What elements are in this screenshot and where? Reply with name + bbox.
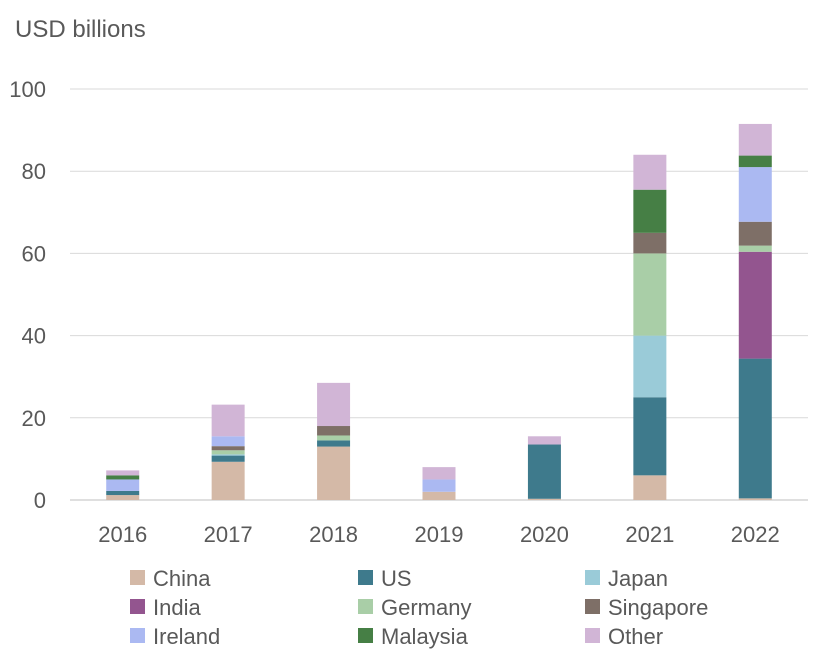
bar-segment-other-2022: [738, 123, 772, 156]
bar-segment-other-2017: [211, 404, 245, 437]
x-tick-label: 2016: [98, 522, 147, 547]
legend-swatch-malaysia: [358, 628, 373, 643]
bar-segment-other-2019: [422, 467, 456, 480]
x-tick-label: 2017: [204, 522, 253, 547]
bars: [106, 123, 772, 500]
legend-label-china: China: [153, 566, 211, 591]
bar-segment-china-2018: [317, 446, 351, 500]
gridlines: [70, 88, 808, 501]
y-tick-label: 60: [22, 241, 46, 266]
bar-segment-us-2018: [317, 440, 351, 447]
bar-segment-other-2020: [527, 436, 561, 445]
y-axis-ticks: 0 20 40 60 80 100: [9, 77, 46, 513]
y-tick-label: 20: [22, 406, 46, 431]
legend-swatch-other: [585, 628, 600, 643]
bar-segment-malaysia-2016: [106, 475, 140, 480]
bar-segment-germany-2018: [317, 435, 351, 441]
bar-segment-us-2020: [527, 444, 561, 499]
x-axis-ticks: 2016 2017 2018 2019 2020 2021 2022: [98, 522, 780, 547]
legend-swatch-japan: [585, 570, 600, 585]
y-axis-label: USD billions: [15, 16, 146, 43]
legend-swatch-us: [358, 570, 373, 585]
legend-swatch-germany: [358, 599, 373, 614]
legend-swatch-ireland: [130, 628, 145, 643]
bar-segment-china-2021: [633, 475, 667, 500]
legend: China US Japan India Germany Singapore Ireland…: [130, 566, 708, 649]
y-tick-label: 80: [22, 159, 46, 184]
bar-segment-china-2017: [211, 461, 245, 500]
legend-label-malaysia: Malaysia: [381, 624, 469, 649]
legend-swatch-singapore: [585, 599, 600, 614]
legend-label-singapore: Singapore: [608, 595, 708, 620]
bar-segment-china-2016: [106, 495, 140, 500]
bar-segment-singapore-2021: [633, 232, 667, 254]
x-tick-label: 2021: [625, 522, 674, 547]
bar-segment-china-2022: [738, 498, 772, 500]
bar-segment-ireland-2017: [211, 436, 245, 447]
legend-label-japan: Japan: [608, 566, 668, 591]
bar-segment-us-2017: [211, 455, 245, 462]
x-tick-label: 2018: [309, 522, 358, 547]
bar-segment-germany-2017: [211, 450, 245, 455]
bar-segment-other-2016: [106, 470, 140, 476]
bar-segment-china-2019: [422, 491, 456, 500]
bar-segment-japan-2021: [633, 335, 667, 398]
legend-label-other: Other: [608, 624, 663, 649]
x-tick-label: 2020: [520, 522, 569, 547]
bar-segment-singapore-2017: [211, 446, 245, 451]
bar-segment-singapore-2018: [317, 426, 351, 436]
bar-segment-ireland-2019: [422, 479, 456, 492]
legend-label-germany: Germany: [381, 595, 471, 620]
bar-segment-germany-2022: [738, 245, 772, 252]
bar-segment-other-2021: [633, 154, 667, 190]
y-tick-label: 0: [34, 488, 46, 513]
bar-segment-india-2022: [738, 251, 772, 359]
bar-segment-us-2016: [106, 490, 140, 496]
bar-segment-ireland-2022: [738, 167, 772, 222]
bar-segment-ireland-2016: [106, 479, 140, 491]
bar-segment-malaysia-2022: [738, 155, 772, 168]
y-tick-label: 40: [22, 324, 46, 349]
legend-swatch-china: [130, 570, 145, 585]
bar-segment-other-2018: [317, 382, 351, 427]
bar-segment-germany-2021: [633, 253, 667, 336]
bar-segment-us-2021: [633, 397, 667, 476]
bar-segment-china-2020: [527, 498, 561, 500]
legend-swatch-india: [130, 599, 145, 614]
y-tick-label: 100: [9, 77, 46, 102]
bar-segment-malaysia-2021: [633, 189, 667, 233]
x-tick-label: 2022: [731, 522, 780, 547]
bar-segment-singapore-2022: [738, 221, 772, 246]
x-tick-label: 2019: [415, 522, 464, 547]
legend-label-us: US: [381, 566, 412, 591]
legend-label-india: India: [153, 595, 201, 620]
bar-segment-japan-2017: [211, 454, 245, 456]
bar-segment-us-2022: [738, 358, 772, 499]
legend-label-ireland: Ireland: [153, 624, 220, 649]
